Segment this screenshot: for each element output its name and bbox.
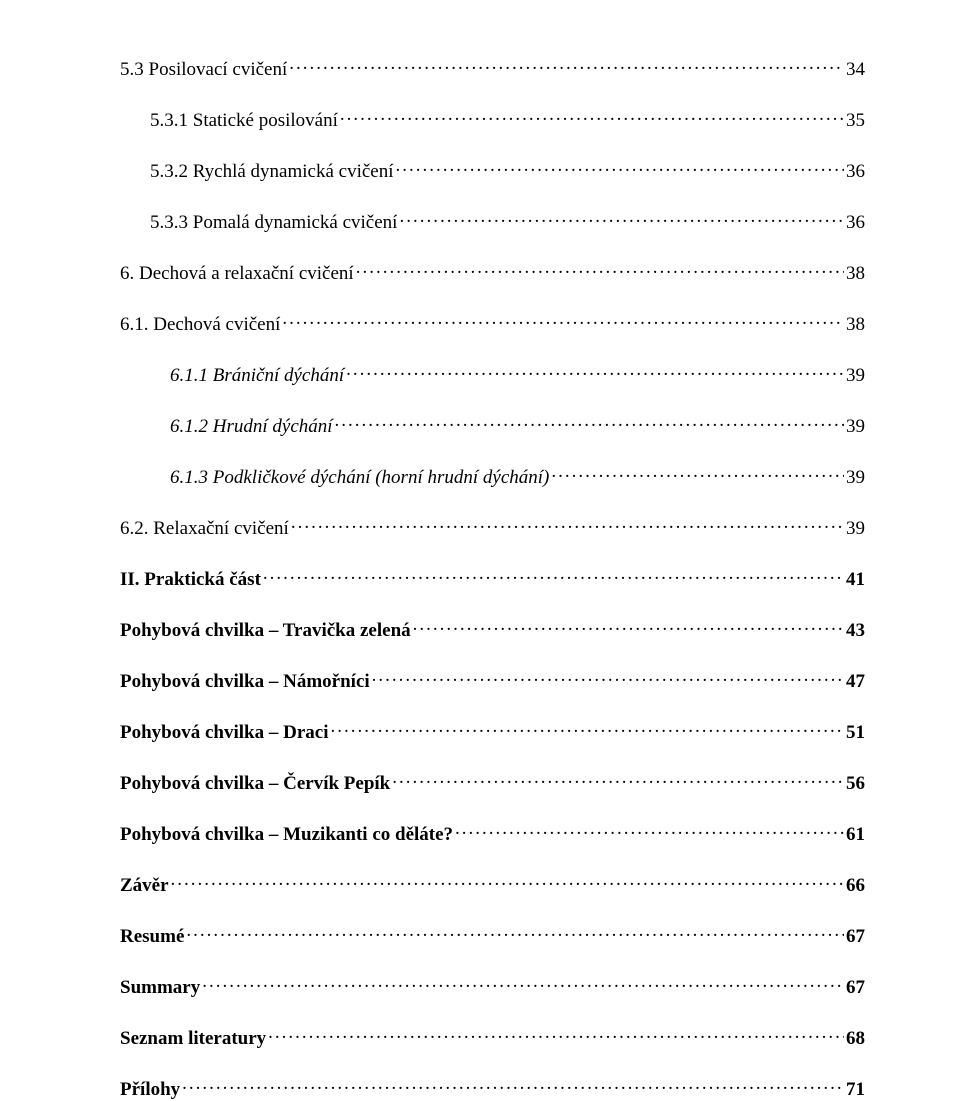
toc-entry: 5.3.3 Pomalá dynamická cvičení 36 — [120, 209, 865, 234]
toc-leader-dots — [392, 770, 844, 789]
toc-page: 5.3 Posilovací cvičení 34 5.3.1 Statické p… — [0, 0, 960, 956]
toc-entry-label: 5.3.3 Pomalá dynamická cvičení — [150, 212, 397, 234]
toc-entry-page: 35 — [846, 110, 865, 132]
toc-entry-page: 36 — [846, 161, 865, 183]
toc-leader-dots — [268, 1025, 844, 1044]
toc-entry-page: 56 — [846, 773, 865, 795]
toc-entry-label: Pohybová chvilka – Travička zelená — [120, 620, 411, 642]
toc-leader-dots — [340, 107, 844, 126]
toc-entry: Pohybová chvilka – Travička zelená 43 — [120, 617, 865, 642]
toc-leader-dots — [291, 515, 844, 534]
toc-entry: Resumé 67 — [120, 923, 865, 948]
toc-entry-label: 6.1.1 Brániční dýchání — [170, 365, 344, 387]
toc-entry-label: 6.1. Dechová cvičení — [120, 314, 280, 336]
toc-entry-label: Přílohy — [120, 1079, 180, 1101]
toc-entry: 6.2. Relaxační cvičení 39 — [120, 515, 865, 540]
toc-entry-page: 39 — [846, 518, 865, 540]
toc-entry-label: Pohybová chvilka – Námořníci — [120, 671, 370, 693]
toc-entry-label: Seznam literatury — [120, 1028, 266, 1050]
toc-entry-page: 71 — [846, 1079, 865, 1101]
toc-entry-page: 39 — [846, 467, 865, 489]
toc-list: 5.3 Posilovací cvičení 34 5.3.1 Statické p… — [120, 56, 865, 1101]
toc-entry-label: 6.1.2 Hrudní dýchání — [170, 416, 333, 438]
toc-entry: 6.1.2 Hrudní dýchání 39 — [120, 413, 865, 438]
toc-entry: 5.3.1 Statické posilování 35 — [120, 107, 865, 132]
toc-entry: Seznam literatury 68 — [120, 1025, 865, 1050]
toc-entry-label: 5.3.2 Rychlá dynamická cvičení — [150, 161, 394, 183]
toc-entry: 6.1.1 Brániční dýchání 39 — [120, 362, 865, 387]
toc-entry: 5.3 Posilovací cvičení 34 — [120, 56, 865, 81]
toc-entry-page: 34 — [846, 59, 865, 81]
toc-entry-label: II. Praktická část — [120, 569, 261, 591]
toc-leader-dots — [399, 209, 844, 228]
toc-entry: Summary 67 — [120, 974, 865, 999]
toc-entry-page: 47 — [846, 671, 865, 693]
toc-entry: Pohybová chvilka – Červík Pepík 56 — [120, 770, 865, 795]
toc-leader-dots — [346, 362, 844, 381]
toc-leader-dots — [171, 872, 844, 891]
toc-entry: II. Praktická část 41 — [120, 566, 865, 591]
toc-leader-dots — [372, 668, 844, 687]
toc-entry-page: 51 — [846, 722, 865, 744]
toc-entry: 6.1. Dechová cvičení 38 — [120, 311, 865, 336]
toc-entry-page: 67 — [846, 977, 865, 999]
toc-leader-dots — [335, 413, 844, 432]
toc-leader-dots — [289, 56, 844, 75]
toc-entry-page: 66 — [846, 875, 865, 897]
toc-entry: 5.3.2 Rychlá dynamická cvičení 36 — [120, 158, 865, 183]
toc-entry-label: Závěr — [120, 875, 169, 897]
toc-leader-dots — [356, 260, 844, 279]
toc-entry-page: 36 — [846, 212, 865, 234]
toc-entry-page: 39 — [846, 365, 865, 387]
toc-entry-label: Summary — [120, 977, 200, 999]
toc-leader-dots — [282, 311, 844, 330]
toc-entry-page: 41 — [846, 569, 865, 591]
toc-entry-page: 38 — [846, 263, 865, 285]
toc-leader-dots — [413, 617, 844, 636]
toc-entry: 6. Dechová a relaxační cvičení 38 — [120, 260, 865, 285]
toc-entry: Závěr 66 — [120, 872, 865, 897]
toc-entry-label: 6.1.3 Podkličkové dýchání (horní hrudní … — [170, 467, 549, 489]
toc-entry-label: 5.3 Posilovací cvičení — [120, 59, 287, 81]
toc-entry-label: Pohybová chvilka – Draci — [120, 722, 328, 744]
toc-entry-page: 61 — [846, 824, 865, 846]
toc-entry: Pohybová chvilka – Námořníci 47 — [120, 668, 865, 693]
toc-leader-dots — [455, 821, 844, 840]
toc-entry-page: 43 — [846, 620, 865, 642]
toc-entry-page: 67 — [846, 926, 865, 948]
toc-entry-label: Pohybová chvilka – Červík Pepík — [120, 773, 390, 795]
toc-entry: Přílohy 71 — [120, 1076, 865, 1101]
toc-leader-dots — [182, 1076, 844, 1095]
toc-entry: 6.1.3 Podkličkové dýchání (horní hrudní … — [120, 464, 865, 489]
toc-leader-dots — [186, 923, 844, 942]
toc-entry: Pohybová chvilka – Muzikanti co děláte? 6… — [120, 821, 865, 846]
toc-entry-label: Pohybová chvilka – Muzikanti co děláte? — [120, 824, 453, 846]
toc-entry-page: 68 — [846, 1028, 865, 1050]
toc-leader-dots — [551, 464, 844, 483]
toc-leader-dots — [263, 566, 844, 585]
toc-entry-label: Resumé — [120, 926, 184, 948]
toc-leader-dots — [202, 974, 844, 993]
toc-entry-label: 6. Dechová a relaxační cvičení — [120, 263, 354, 285]
toc-entry-page: 39 — [846, 416, 865, 438]
toc-entry-label: 6.2. Relaxační cvičení — [120, 518, 289, 540]
toc-entry: Pohybová chvilka – Draci 51 — [120, 719, 865, 744]
toc-leader-dots — [330, 719, 844, 738]
toc-leader-dots — [396, 158, 844, 177]
toc-entry-label: 5.3.1 Statické posilování — [150, 110, 338, 132]
toc-entry-page: 38 — [846, 314, 865, 336]
